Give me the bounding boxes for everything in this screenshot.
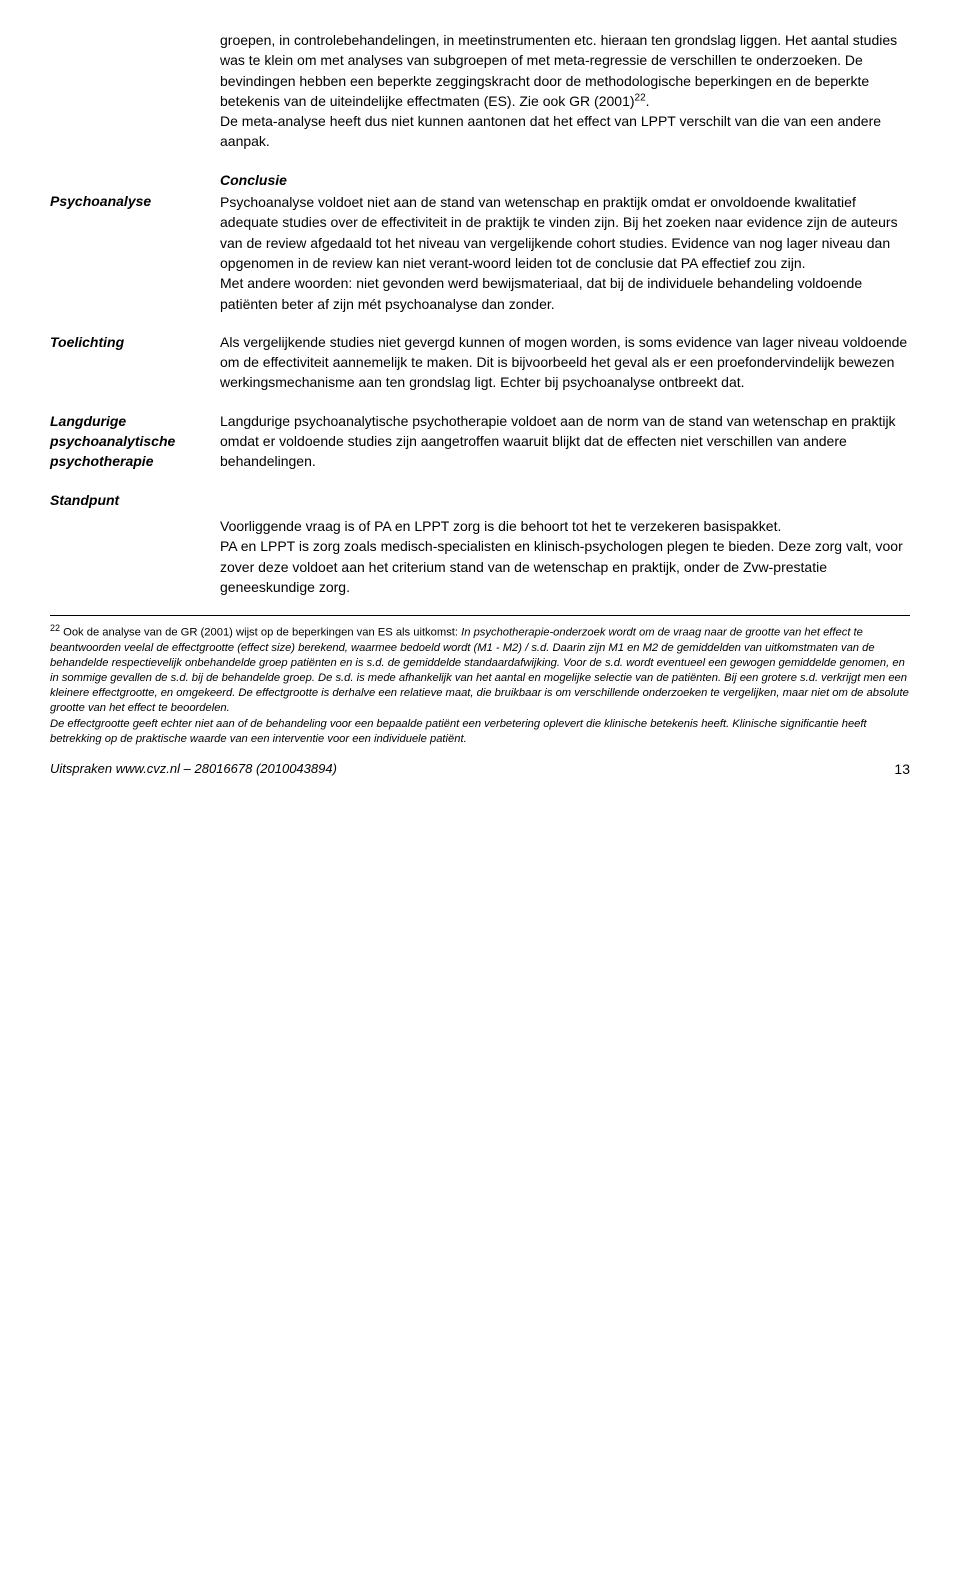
- langdurige-label: Langdurige psychoanalytische psychothera…: [50, 411, 220, 472]
- conclusie-heading: Conclusie: [220, 170, 910, 190]
- standpunt-label: Standpunt: [50, 490, 220, 510]
- langdurige-text: Langdurige psychoanalytische psychothera…: [220, 411, 910, 472]
- standpunt-row: Voorliggende vraag is of PA en LPPT zorg…: [50, 516, 910, 597]
- footer-left: Uitspraken www.cvz.nl – 28016678 (201004…: [50, 760, 337, 779]
- footnote-italic: In psychotherapie-onderzoek wordt om de …: [50, 627, 909, 745]
- intro-sup: 22: [635, 92, 646, 103]
- psychoanalyse-text: Psychoanalyse voldoet niet aan de stand …: [220, 192, 910, 314]
- psychoanalyse-body: Conclusie Psychoanalyse voldoet niet aan…: [220, 170, 910, 314]
- footer-page-number: 13: [894, 759, 910, 779]
- toelichting-label: Toelichting: [50, 332, 220, 393]
- toelichting-body: Als vergelijkende studies niet gevergd k…: [220, 332, 910, 393]
- standpunt-label-row: Standpunt: [50, 490, 910, 510]
- footnote-lead: Ook de analyse van de GR (2001) wijst op…: [60, 627, 461, 639]
- footnote-num: 22: [50, 623, 60, 633]
- standpunt-label-body: [220, 490, 910, 510]
- langdurige-row: Langdurige psychoanalytische psychothera…: [50, 411, 910, 472]
- intro-text-1: groepen, in controlebehandelingen, in me…: [220, 32, 897, 109]
- psychoanalyse-label: Psychoanalyse: [50, 170, 220, 314]
- intro-margin: [50, 30, 220, 152]
- standpunt-margin: [50, 516, 220, 597]
- toelichting-text: Als vergelijkende studies niet gevergd k…: [220, 332, 910, 393]
- intro-body: groepen, in controlebehandelingen, in me…: [220, 30, 910, 152]
- standpunt-text: Voorliggende vraag is of PA en LPPT zorg…: [220, 516, 910, 597]
- page-footer: Uitspraken www.cvz.nl – 28016678 (201004…: [50, 759, 910, 779]
- footnote: 22 Ook de analyse van de GR (2001) wijst…: [50, 622, 910, 747]
- toelichting-row: Toelichting Als vergelijkende studies ni…: [50, 332, 910, 393]
- psychoanalyse-row: Psychoanalyse Conclusie Psychoanalyse vo…: [50, 170, 910, 314]
- footnote-rule: [50, 615, 910, 616]
- standpunt-body: Voorliggende vraag is of PA en LPPT zorg…: [220, 516, 910, 597]
- langdurige-body: Langdurige psychoanalytische psychothera…: [220, 411, 910, 472]
- intro-row: groepen, in controlebehandelingen, in me…: [50, 30, 910, 152]
